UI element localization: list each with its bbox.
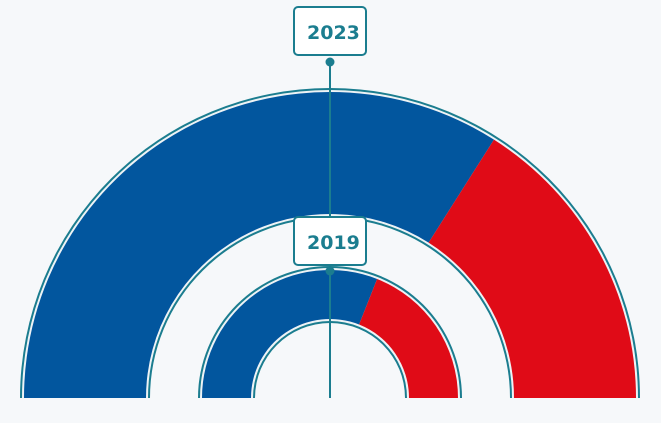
slice-2019-1 (359, 278, 458, 398)
slice-2023-1 (428, 139, 636, 398)
year-label-inner: 2019 (293, 216, 367, 266)
year-label-outer: 2023 (293, 6, 367, 56)
outer-ring-2023 (20, 88, 640, 398)
slice-2019-0 (202, 270, 378, 398)
slice-2023-0 (24, 91, 494, 398)
pointer-dot-inner (325, 266, 335, 276)
pointer-dot-outer (325, 57, 335, 67)
inner-ring-2019 (198, 266, 462, 398)
